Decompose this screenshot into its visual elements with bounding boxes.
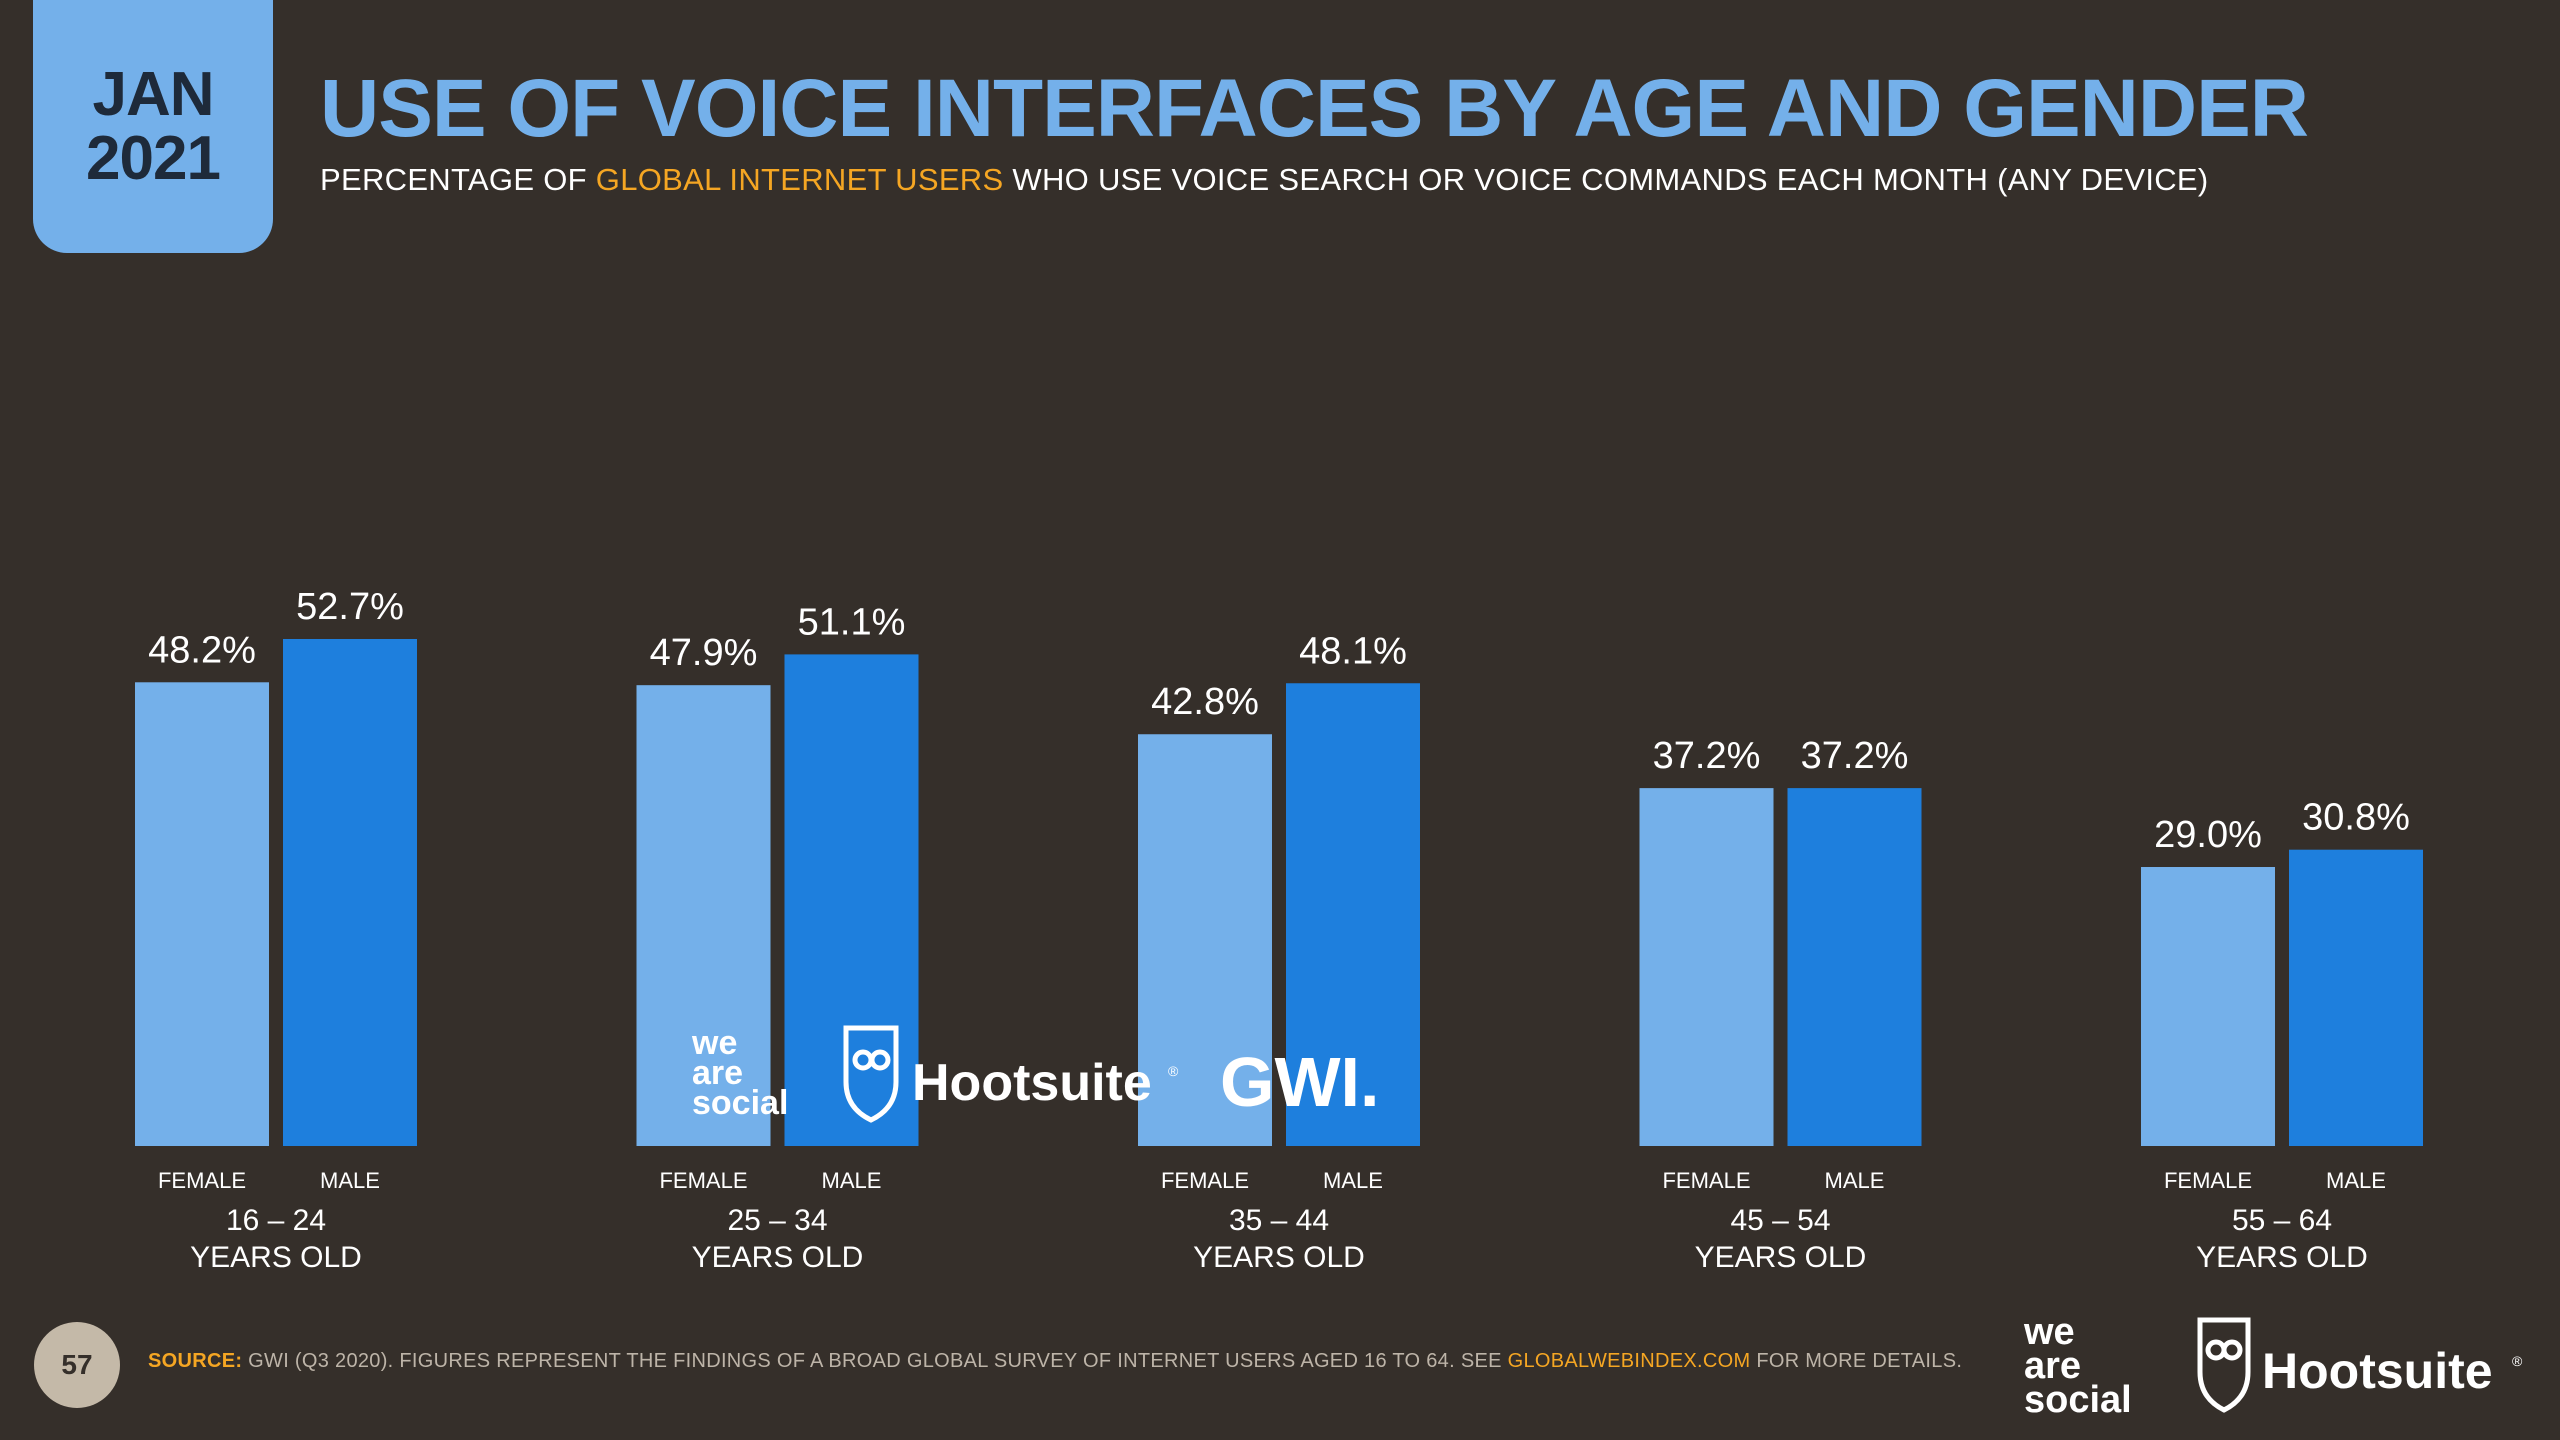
bar-chart: 48.2% FEMALE 52.7% MALE 16 – 24 YEARS OLD 47.9… (135, 586, 2423, 1274)
footer-was-line3: social (2024, 1379, 2132, 1420)
age-range-label-5: 55 – 64 (2232, 1204, 2332, 1237)
data-label-female-1: 48.2% (148, 629, 256, 671)
gender-label-male-5: MALE (2326, 1168, 2386, 1193)
badge-month: JAN (92, 60, 214, 130)
date-badge: JAN 2021 (33, 0, 273, 253)
gender-label-male-2: MALE (822, 1168, 882, 1193)
page-title: USE OF VOICE INTERFACES BY AGE AND GENDE… (320, 63, 2309, 154)
gender-label-male-3: MALE (1323, 1168, 1383, 1193)
subtitle-post: WHO USE VOICE SEARCH OR VOICE COMMANDS E… (1003, 162, 2209, 197)
data-label-male-4: 37.2% (1801, 735, 1909, 777)
source-tail: FOR MORE DETAILS. (1750, 1350, 1963, 1372)
subtitle-pre: PERCENTAGE OF (320, 162, 596, 197)
footer-hootsuite-wordmark: Hootsuite (2262, 1343, 2493, 1399)
data-label-male-1: 52.7% (296, 586, 404, 628)
years-old-label-5: YEARS OLD (2196, 1241, 2368, 1274)
gender-label-male-1: MALE (320, 1168, 380, 1193)
bar-female-2 (636, 685, 771, 1146)
years-old-label-4: YEARS OLD (1695, 1241, 1867, 1274)
bar-male-4 (1787, 788, 1922, 1146)
partner-logos: we are social Hootsuite ® GWI. (691, 1024, 1379, 1123)
source-note: SOURCE: GWI (Q3 2020). FIGURES REPRESENT… (148, 1350, 1962, 1373)
source-link[interactable]: GLOBALWEBINDEX.COM (1507, 1350, 1751, 1372)
gender-label-male-4: MALE (1825, 1168, 1885, 1193)
data-label-female-4: 37.2% (1653, 735, 1761, 777)
hootsuite-owl-icon (843, 1025, 899, 1123)
page-number: 57 (34, 1322, 120, 1408)
gender-label-female-1: FEMALE (158, 1168, 246, 1193)
years-old-label-1: YEARS OLD (190, 1241, 362, 1274)
footer-was-line1: we (2023, 1311, 2075, 1353)
data-label-male-2: 51.1% (798, 601, 906, 643)
footer-hootsuite-owl-icon (2197, 1317, 2251, 1413)
bar-male-1 (283, 639, 417, 1146)
bar-female-1 (135, 682, 269, 1146)
gender-label-female-5: FEMALE (2164, 1168, 2252, 1193)
data-label-female-2: 47.9% (650, 632, 758, 674)
hootsuite-wordmark: Hootsuite (912, 1054, 1152, 1112)
age-range-label-3: 35 – 44 (1229, 1204, 1329, 1237)
bar-male-5 (2289, 849, 2423, 1146)
footer-hootsuite-registered-mark: ® (2512, 1353, 2523, 1369)
gender-label-female-4: FEMALE (1662, 1168, 1750, 1193)
age-range-label-4: 45 – 54 (1730, 1204, 1830, 1237)
we-are-social-line3: social (692, 1084, 788, 1122)
we-are-social-logo: we are social (691, 1024, 788, 1122)
gwi-logo: GWI. (1220, 1043, 1379, 1121)
we-are-social-line2: are (692, 1054, 743, 1092)
data-label-female-5: 29.0% (2154, 814, 2262, 856)
footer-logos: we are social Hootsuite ® (2023, 1311, 2523, 1420)
source-label: SOURCE: (148, 1350, 243, 1372)
badge-year: 2021 (86, 123, 221, 193)
age-range-label-1: 16 – 24 (226, 1204, 326, 1237)
years-old-label-3: YEARS OLD (1193, 1241, 1365, 1274)
data-label-male-5: 30.8% (2302, 797, 2410, 839)
page-subtitle: PERCENTAGE OF GLOBAL INTERNET USERS WHO … (320, 162, 2209, 198)
gender-label-female-3: FEMALE (1161, 1168, 1249, 1193)
bar-female-5 (2141, 867, 2275, 1146)
hootsuite-registered-mark: ® (1168, 1063, 1179, 1079)
bar-male-3 (1286, 683, 1420, 1146)
bar-female-3 (1138, 734, 1272, 1146)
data-label-female-3: 42.8% (1151, 681, 1259, 723)
footer-we-are-social-logo: we are social (2023, 1311, 2132, 1420)
data-label-male-3: 48.1% (1299, 630, 1407, 672)
years-old-label-2: YEARS OLD (692, 1241, 864, 1274)
footer-was-line2: are (2024, 1345, 2081, 1387)
bar-female-4 (1639, 788, 1774, 1146)
gender-label-female-2: FEMALE (659, 1168, 747, 1193)
age-range-label-2: 25 – 34 (727, 1204, 827, 1237)
source-text: GWI (Q3 2020). FIGURES REPRESENT THE FIN… (242, 1350, 1508, 1372)
we-are-social-line1: we (691, 1024, 737, 1062)
subtitle-highlight: GLOBAL INTERNET USERS (595, 162, 1004, 197)
